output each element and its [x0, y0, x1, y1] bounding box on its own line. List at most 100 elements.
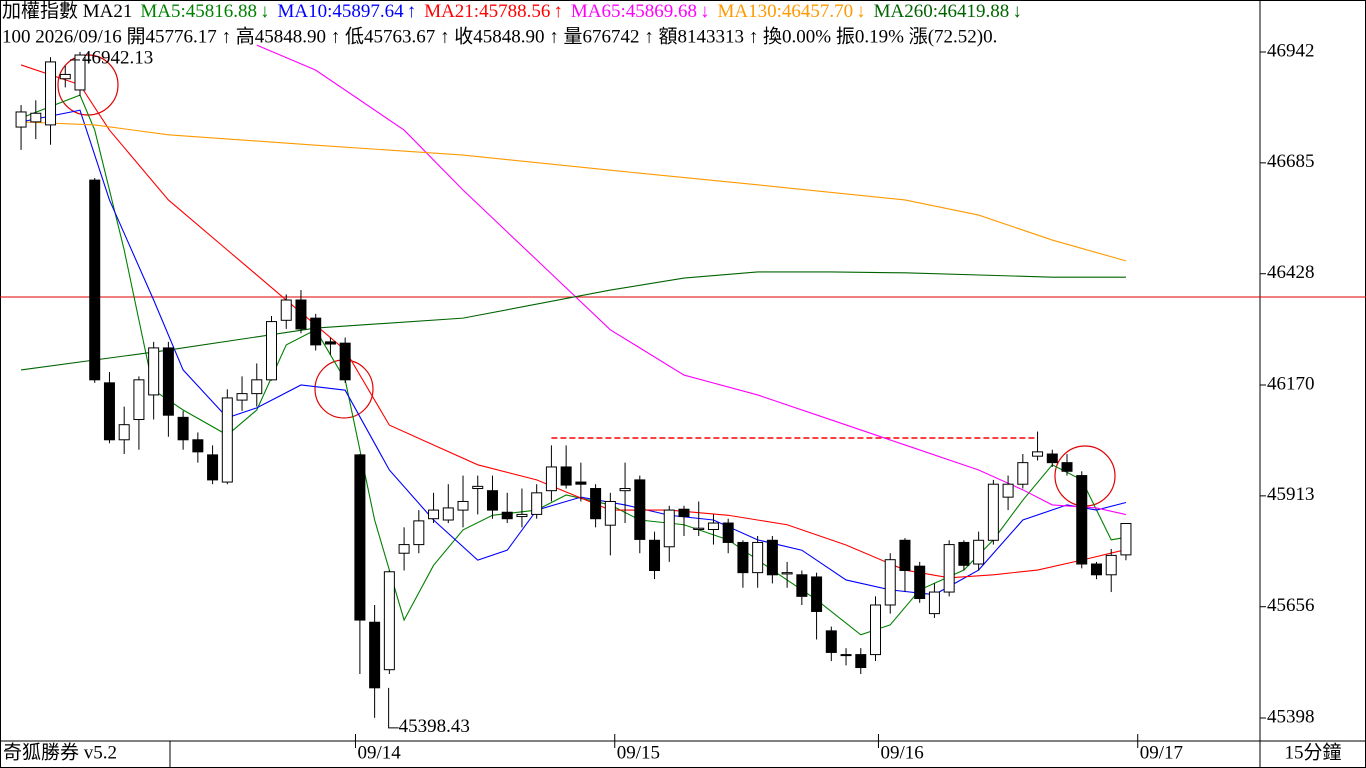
x-tick-label: 09/17 — [1140, 742, 1183, 763]
candle-body — [207, 454, 219, 481]
candle-body — [663, 509, 675, 548]
candle-body — [428, 509, 440, 520]
candle-body — [707, 522, 719, 531]
candle-body — [575, 481, 587, 485]
candle-body — [15, 111, 27, 128]
candle-body — [118, 424, 130, 441]
ma-line — [256, 44, 1127, 516]
candle-body — [899, 539, 911, 571]
candle-body — [339, 342, 351, 381]
legend-entry: MA260:46419.88 — [874, 1, 1010, 22]
low-pointer — [388, 687, 399, 729]
x-tick-label: 09/15 — [617, 742, 660, 763]
legend-trend: ↓ — [260, 1, 270, 22]
candle-body — [855, 654, 867, 669]
candle-body — [472, 485, 484, 490]
candle-body — [266, 321, 278, 381]
candle-body — [398, 544, 410, 554]
legend-entry: MA21:45788.56 — [424, 1, 550, 22]
candle-body — [89, 179, 101, 381]
candle-body — [516, 513, 528, 518]
candle-body — [236, 393, 248, 401]
candle-body — [1002, 483, 1014, 498]
candle-body — [619, 488, 631, 492]
candle-body — [1017, 462, 1029, 485]
candle-body — [634, 479, 646, 540]
candle-body — [59, 73, 71, 80]
candle-body — [162, 347, 174, 416]
candle-body — [30, 112, 42, 123]
candle-body — [796, 574, 808, 597]
candle-body — [310, 317, 322, 346]
info-line: 100 2026/09/16 開45776.17 ↑ 高45848.90 ↑ 低… — [2, 25, 997, 47]
candle-body — [295, 299, 307, 330]
candle-body — [442, 507, 454, 521]
candle-body — [781, 572, 793, 575]
ma-line — [21, 121, 1127, 262]
candle-body — [884, 559, 896, 606]
candle-body — [1046, 453, 1058, 464]
period: 15分鐘 — [1284, 741, 1341, 763]
legend-entry: MA65:45869.68 — [571, 1, 697, 22]
y-tick-label: 45913 — [1267, 484, 1315, 505]
candle-body — [722, 522, 734, 543]
ma-line — [20, 64, 1127, 579]
candle-body — [928, 591, 940, 615]
candle-body — [693, 527, 705, 531]
y-tick-label: 45398 — [1267, 706, 1315, 727]
candle-body — [1061, 462, 1073, 472]
y-tick-label: 45656 — [1267, 595, 1315, 616]
candle-body — [192, 439, 204, 453]
candle-body — [943, 544, 955, 593]
header-legend: 加權指數 MA21 MA5:45816.88 ↓ MA10:45897.64 ↑ MA21… — [2, 0, 1022, 22]
candle-body — [825, 630, 837, 653]
y-tick-label: 46170 — [1267, 373, 1315, 394]
candle-body — [369, 621, 381, 689]
legend-entry: MA5:45816.88 — [140, 1, 257, 22]
candle-body — [148, 347, 160, 396]
candle-body — [457, 500, 469, 511]
low-label: 45398.43 — [399, 716, 470, 737]
legend-trend: ↓ — [700, 1, 710, 22]
y-tick-label: 46942 — [1267, 40, 1315, 61]
candle-body — [74, 54, 86, 91]
candle-body — [531, 492, 543, 515]
candle-body — [1032, 451, 1044, 457]
candle-body — [766, 539, 778, 576]
candle-body — [870, 604, 882, 656]
candle-body — [103, 382, 115, 441]
candle-body — [840, 654, 852, 657]
candle-body — [324, 341, 336, 345]
candle-body — [545, 466, 557, 492]
legend-entry: MA130:46457.70 — [718, 1, 854, 22]
indicator: 加權指數 MA21 — [2, 0, 132, 22]
x-tick-label: 09/14 — [357, 742, 401, 763]
candle-body — [1076, 475, 1088, 565]
candle-body — [1090, 563, 1102, 576]
candle-body — [604, 500, 616, 526]
candle-body — [354, 454, 366, 621]
candle-body — [752, 541, 764, 574]
high-label: 46942.13 — [82, 47, 153, 68]
candle-body — [560, 466, 572, 486]
footer-left: 奇狐勝券 v5.2 — [3, 741, 117, 763]
candle-body — [590, 488, 602, 520]
candle-body — [280, 299, 292, 321]
candle-body — [177, 416, 189, 441]
candle-body — [987, 483, 999, 541]
candle-body — [649, 539, 661, 571]
candle-body — [251, 379, 263, 395]
candle-body — [383, 571, 395, 671]
candle-body — [133, 379, 145, 421]
candle-body — [45, 61, 57, 126]
legend-trend: ↑ — [553, 1, 563, 22]
candle-body — [1105, 554, 1117, 576]
x-tick-label: 09/16 — [880, 742, 923, 763]
candle-body — [811, 576, 823, 612]
candle-body — [958, 541, 970, 566]
legend-trend: ↓ — [856, 1, 866, 22]
candle-body — [1120, 523, 1132, 556]
